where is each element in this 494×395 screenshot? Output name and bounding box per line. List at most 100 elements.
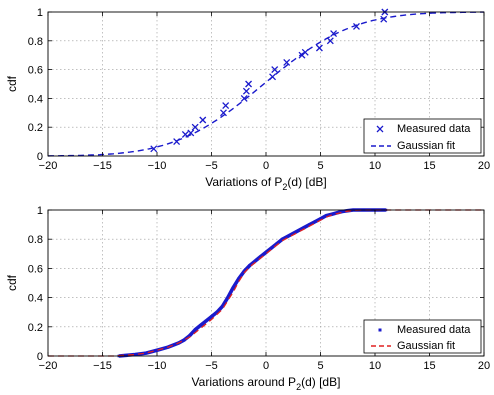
data-point [271, 66, 279, 74]
grid-top [48, 12, 484, 156]
data-point [301, 48, 309, 56]
tick-label-x: 10 [369, 360, 381, 372]
xlabel-bottom-tail: (d) [dB] [301, 375, 340, 389]
tick-label-x: 15 [423, 160, 435, 172]
data-point [253, 259, 257, 263]
data-point [144, 351, 148, 355]
data-point [302, 226, 306, 229]
legend-bottom-box [363, 319, 482, 354]
tick-label-x: 10 [369, 160, 381, 172]
chart-bottom: −20 −15 −10 −5 0 5 10 15 20 0 0.2 0.4 0.6 0.8 1 cdf Va… [5, 205, 490, 392]
data-point [191, 123, 199, 131]
xlabel-top-main: Variations of P [205, 175, 282, 189]
ylabel-top: cdf [5, 75, 19, 92]
xlabel-top-tail: (d) [dB] [287, 175, 326, 189]
legend-bottom-label-fit: Gaussian fit [397, 340, 455, 352]
legend-bottom-label-measured: Measured data [397, 324, 471, 336]
data-point [242, 87, 250, 95]
data-point [240, 94, 248, 102]
tick-label-x: −10 [148, 360, 167, 372]
data-point [181, 130, 189, 138]
data-point [150, 145, 158, 153]
tick-label-y: 0 [37, 351, 43, 363]
data-point [324, 214, 328, 218]
legend-top-marker-measured [376, 125, 384, 133]
tick-label-x: −5 [205, 360, 218, 372]
data-point [242, 270, 246, 273]
legend-bottom-marker-measured [378, 328, 382, 332]
data-point [215, 310, 219, 314]
legend-top-box [363, 118, 482, 154]
chart-top: −20 −15 −10 −5 0 5 10 15 20 0 0.2 0.4 0.6 0.8 1 cdf Va… [5, 7, 490, 192]
data-point [221, 305, 224, 308]
data-point [380, 15, 388, 23]
data-point [270, 246, 273, 250]
data-point [222, 102, 230, 110]
xlabel-top: Variations of P2(d) [dB] [205, 175, 327, 192]
tick-label-x: 15 [423, 360, 435, 372]
data-point [187, 129, 195, 137]
data-point [330, 30, 338, 38]
data-point [204, 319, 208, 323]
tick-label-y: 0.8 [28, 234, 43, 246]
data-point [193, 328, 197, 332]
legend-bottom: Measured data Gaussian fit [363, 319, 482, 354]
series-measured-trace [118, 208, 386, 358]
tick-label-y: 0 [37, 151, 43, 163]
data-point [341, 210, 344, 213]
tick-label-y: 1 [37, 205, 43, 217]
xlabel-bottom: Variations around P2(d) [dB] [192, 375, 341, 392]
data-point [308, 223, 311, 226]
data-point [281, 237, 284, 241]
tick-label-y: 0.2 [28, 322, 43, 334]
tick-label-y: 0.2 [28, 122, 43, 134]
legend-top-label-fit: Gaussian fit [397, 140, 455, 152]
data-point [269, 73, 276, 81]
tick-label-x: 0 [263, 360, 269, 372]
data-point [291, 232, 295, 235]
tick-label-y: 0.4 [28, 93, 43, 105]
tick-label-x: −20 [39, 160, 58, 172]
data-point [286, 234, 290, 238]
data-point [245, 80, 253, 88]
grid-bottom [48, 210, 484, 356]
data-point [188, 334, 191, 337]
tick-label-x: 0 [263, 160, 269, 172]
data-point [275, 242, 279, 245]
ticks-top: −20 −15 −10 −5 0 5 10 15 20 0 0.2 0.4 0.6 0.8 1 [28, 7, 490, 172]
tick-label-x: 5 [317, 160, 323, 172]
data-point [326, 37, 334, 45]
data-point [133, 353, 137, 356]
tick-label-y: 0.6 [28, 65, 43, 77]
data-point [199, 116, 207, 124]
data-point [330, 213, 333, 216]
data-point [297, 229, 300, 232]
data-point [220, 109, 227, 117]
tick-label-x: 5 [317, 360, 323, 372]
tick-label-x: −15 [93, 160, 112, 172]
series-top [47, 8, 484, 157]
ticks-bottom: −20 −15 −10 −5 0 5 10 15 20 0 0.2 0.4 0.6 0.8 1 [28, 205, 490, 372]
tick-label-x: −10 [148, 160, 167, 172]
tick-label-x: 20 [478, 360, 490, 372]
series-fit-line [47, 11, 484, 157]
data-point [315, 44, 323, 52]
tick-label-y: 0.6 [28, 263, 43, 275]
tick-label-x: 20 [478, 160, 490, 172]
tick-label-x: −20 [39, 360, 58, 372]
ylabel-bottom: cdf [5, 274, 19, 291]
data-point [155, 348, 159, 352]
data-point [237, 277, 241, 280]
data-point [248, 264, 251, 267]
xlabel-top-sub: 2 [282, 182, 287, 192]
tick-label-y: 0.8 [28, 36, 43, 48]
data-point [259, 255, 262, 259]
data-point [199, 324, 202, 327]
data-point [283, 58, 291, 66]
legend-top-label-measured: Measured data [397, 123, 471, 135]
data-point [210, 315, 213, 318]
data-point [182, 338, 186, 342]
data-point [313, 220, 317, 223]
legend-top: Measured data Gaussian fit [363, 118, 482, 154]
